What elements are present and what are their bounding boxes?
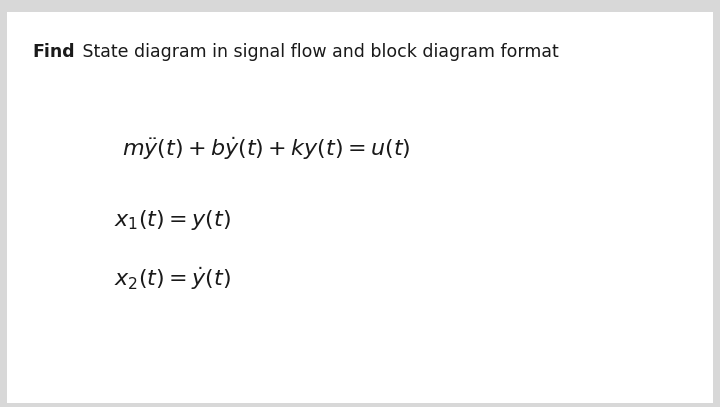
Text: $x_2(t) = \dot{y}(t)$: $x_2(t) = \dot{y}(t)$ [114,265,231,292]
FancyBboxPatch shape [7,12,713,403]
Text: $x_1(t) = y(t)$: $x_1(t) = y(t)$ [114,208,231,232]
Text: State diagram in signal flow and block diagram format: State diagram in signal flow and block d… [77,43,559,61]
Text: $m\ddot{y}(t) + b\dot{y}(t) + ky(t) = u(t)$: $m\ddot{y}(t) + b\dot{y}(t) + ky(t) = u(… [122,135,410,162]
Text: Find: Find [32,43,75,61]
